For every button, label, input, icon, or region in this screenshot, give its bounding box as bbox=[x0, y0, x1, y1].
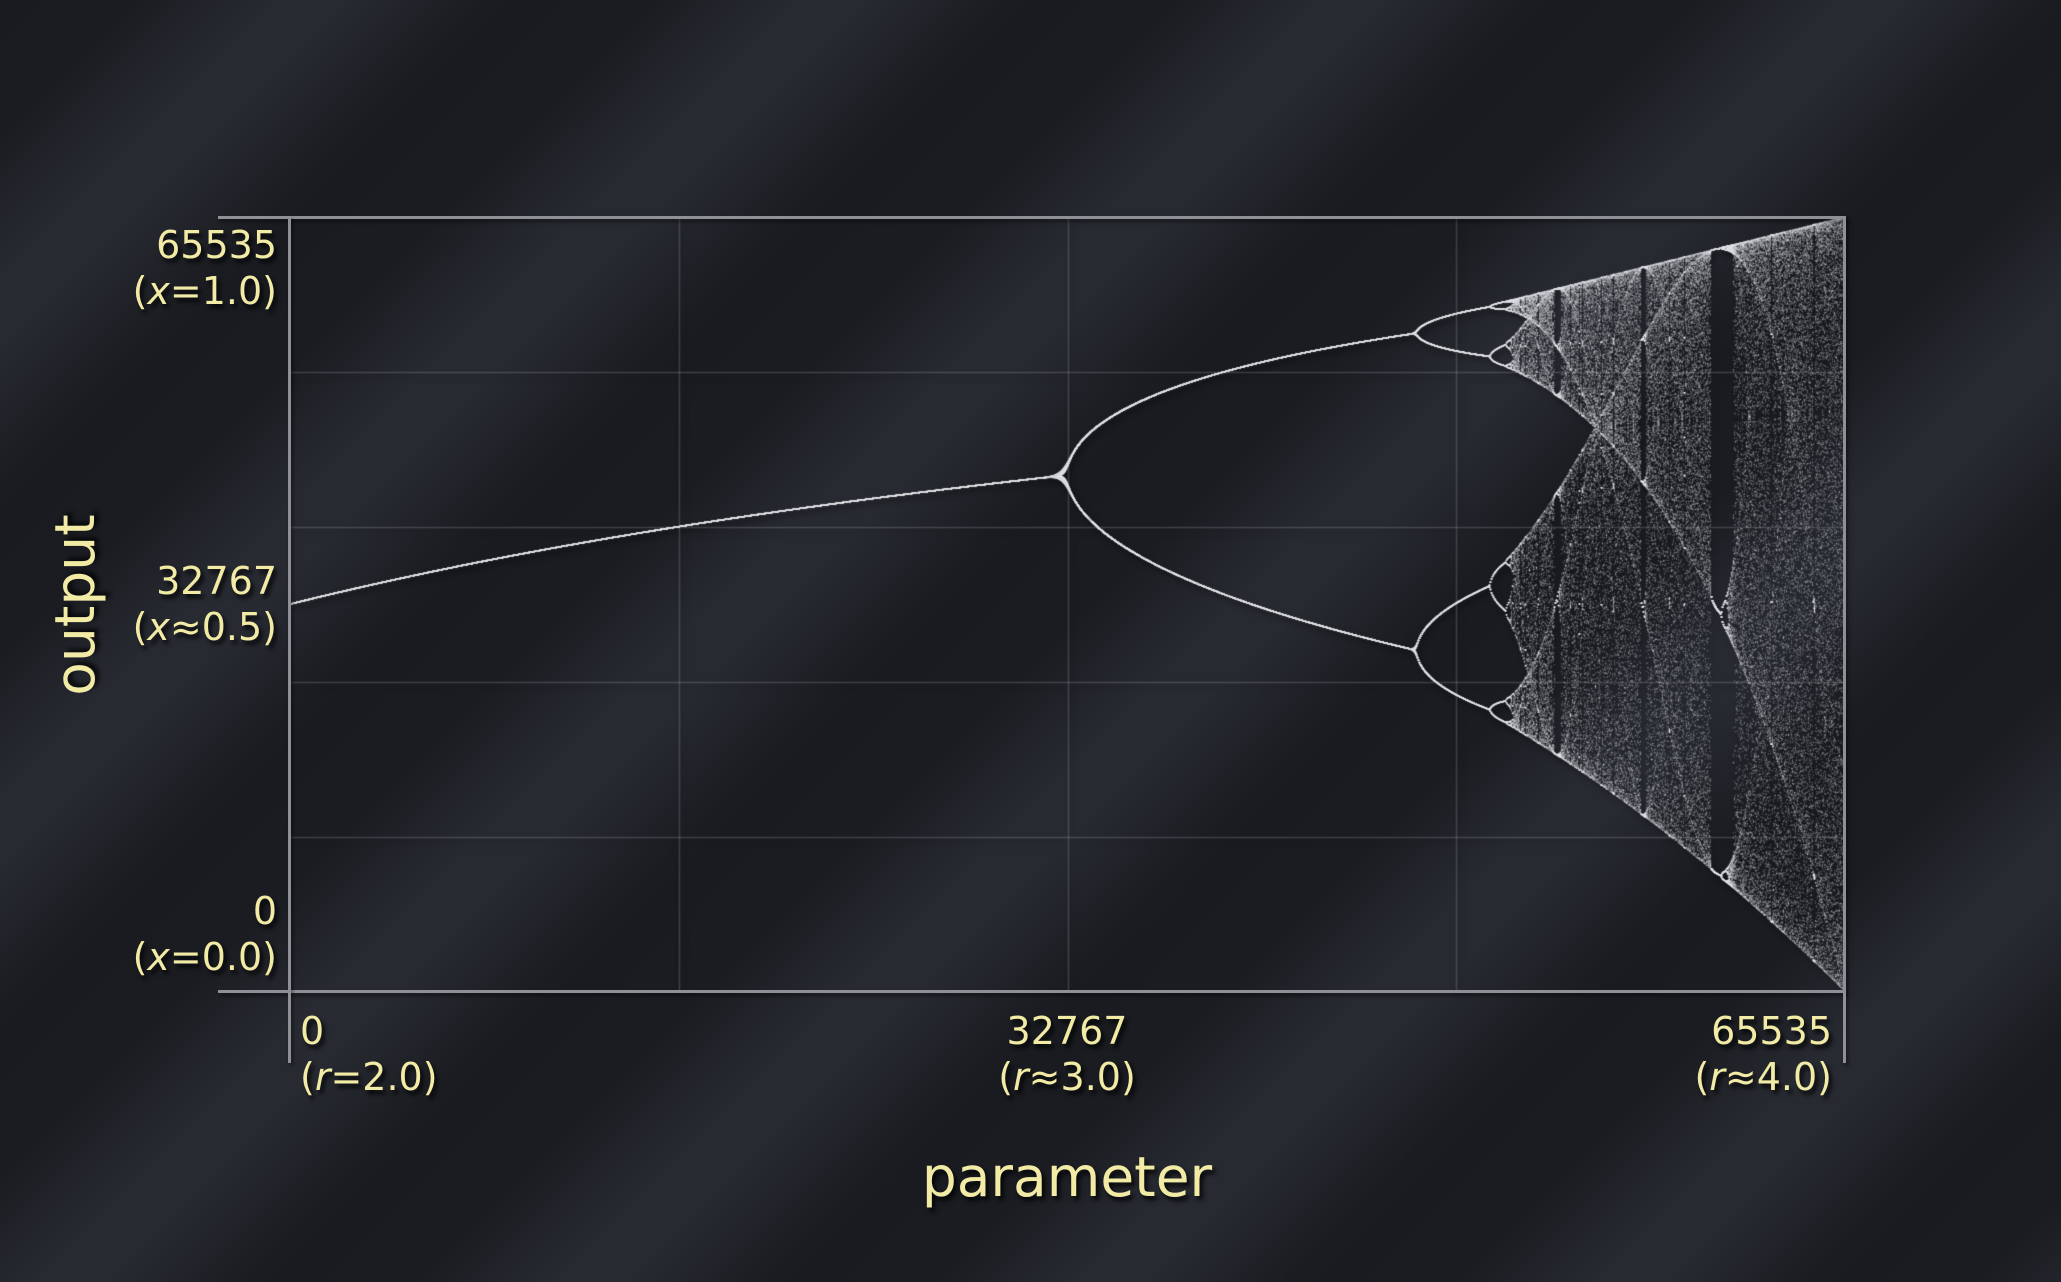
y-tick-bottom-sub: (x=0.0) bbox=[132, 935, 277, 979]
y-tick-bottom: 0 (x=0.0) bbox=[133, 888, 277, 980]
y-tick-middle-sub: (x≈0.5) bbox=[132, 605, 277, 649]
x-tick-right-value: 65535 bbox=[1711, 1009, 1832, 1053]
y-axis-title: output bbox=[43, 514, 107, 696]
x-tick-left-value: 0 bbox=[300, 1009, 325, 1053]
x-tick-middle-value: 32767 bbox=[1006, 1009, 1128, 1053]
x-tick-left-sub: (r=2.0) bbox=[300, 1055, 438, 1099]
bifurcation-canvas bbox=[290, 217, 1845, 992]
x-tick-left: 0 (r=2.0) bbox=[300, 1008, 438, 1100]
axis-spine-right bbox=[1843, 216, 1846, 1063]
x-axis-title: parameter bbox=[921, 1145, 1213, 1209]
y-tick-top-value: 65535 bbox=[156, 223, 277, 267]
x-tick-right: 65535 (r≈4.0) bbox=[1694, 1008, 1832, 1100]
x-tick-middle: 32767 (r≈3.0) bbox=[998, 1008, 1136, 1100]
x-tick-right-sub: (r≈4.0) bbox=[1694, 1055, 1832, 1099]
axis-spine-left bbox=[288, 216, 291, 1063]
y-tick-middle: 32767 (x≈0.5) bbox=[133, 558, 277, 650]
y-tick-bottom-value: 0 bbox=[252, 889, 277, 933]
axis-spine-bottom bbox=[218, 990, 1846, 993]
y-tick-top: 65535 (x=1.0) bbox=[133, 222, 277, 314]
axis-spine-top bbox=[218, 216, 1846, 219]
y-tick-top-sub: (x=1.0) bbox=[132, 269, 277, 313]
x-tick-middle-sub: (r≈3.0) bbox=[998, 1055, 1136, 1099]
y-tick-middle-value: 32767 bbox=[156, 559, 277, 603]
